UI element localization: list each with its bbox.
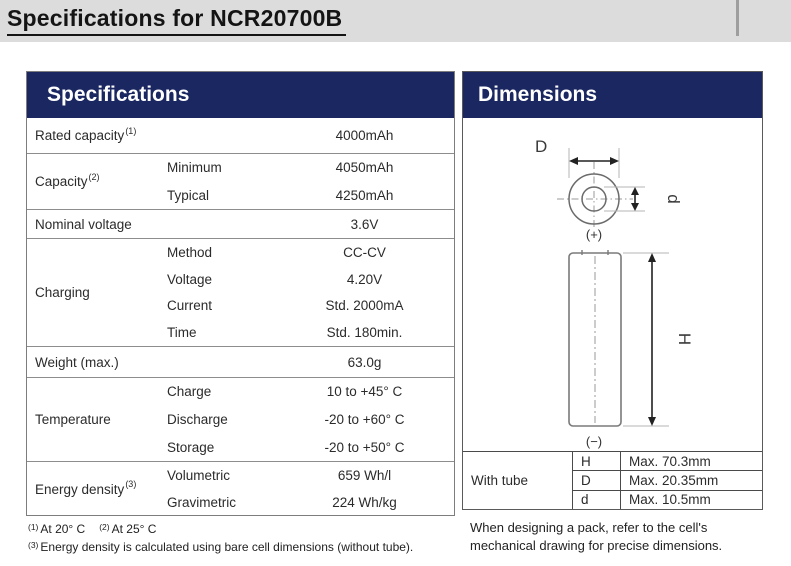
sub-label: Typical [167, 187, 210, 203]
with-tube-table: With tube H Max. 70.3mm D Max. 20.35mm d… [463, 451, 762, 509]
dim-symbol: D [573, 471, 621, 490]
positive-terminal-label: (+) [586, 227, 602, 242]
dim-label-H: H [675, 333, 694, 345]
footnote-line-2: (3) Energy density is calculated using ba… [28, 539, 413, 557]
row-label: Nominal voltage [27, 210, 167, 238]
dim-label-d: d [664, 194, 683, 203]
row-label-text: Weight (max.) [35, 354, 119, 370]
sub-label: Minimum [167, 160, 222, 176]
negative-terminal-label: (−) [586, 434, 602, 449]
dim-symbol: d [573, 490, 621, 509]
sub-label: Voltage [167, 271, 213, 287]
row-label: Energy density (3) [27, 462, 167, 516]
dim-value: Max. 20.35mm [629, 472, 719, 488]
footnote-ref: (3) [125, 479, 137, 489]
dim-symbol: H [573, 452, 621, 471]
note-line-1: When designing a pack, refer to the cell… [470, 520, 708, 535]
cell-value: 10 to +45° C [326, 384, 403, 400]
footnote-text: At 20° C [40, 522, 86, 536]
table-row: Charging Method CC-CV Voltage 4.20V Curren… [27, 238, 454, 346]
dim-value: Max. 70.3mm [629, 453, 711, 469]
footnote-ref: (2) [88, 171, 100, 182]
footnotes: (1) At 20° C (2) At 25° C (3) Energy density… [28, 521, 413, 557]
pack-design-note: When designing a pack, refer to the cell… [470, 519, 760, 555]
footnote-marker: (3) [28, 540, 39, 550]
cell-value: 3.6V [350, 216, 379, 232]
table-row: Capacity (2) Minimum 4050mAh Typical 4250mA… [27, 153, 454, 209]
scrollbar-thumb[interactable] [736, 0, 739, 36]
battery-dimension-diagram: D d (+) H (−) [535, 137, 694, 449]
cell-value: 4000mAh [335, 128, 394, 143]
dim-label-D: D [535, 137, 547, 156]
row-label-text: Capacity [35, 174, 88, 189]
table-row: Rated capacity (1) 4000mAh [27, 118, 454, 153]
cell-value: Std. 2000mA [325, 298, 404, 314]
table-row: D Max. 20.35mm [573, 470, 762, 490]
cell-value: 4.20V [346, 271, 383, 287]
cell-value: -20 to +60° C [324, 412, 405, 427]
sub-label: Time [167, 325, 197, 341]
row-label-text: Temperature [35, 412, 111, 427]
sub-label: Storage [167, 439, 215, 455]
table-row: Energy density (3) Volumetric 659 Wh/l Gra… [27, 461, 454, 516]
sub-label: Method [167, 244, 213, 260]
row-label: Rated capacity (1) [27, 118, 167, 153]
cell-value: 224 Wh/kg [332, 495, 397, 510]
note-line-2: mechanical drawing for precise dimension… [470, 538, 723, 553]
with-tube-label: With tube [463, 452, 573, 509]
cell-value: 4250mAh [335, 187, 394, 203]
footnote-text: At 25° C [111, 522, 157, 536]
table-row: Nominal voltage 3.6V [27, 209, 454, 238]
cell-value: Std. 180min. [326, 325, 403, 341]
specifications-table: Rated capacity (1) 4000mAh Capacity (2) Mi… [27, 118, 454, 516]
sub-label: Volumetric [167, 468, 231, 483]
footnote-ref: (1) [125, 125, 137, 136]
footnote-line-1: (1) At 20° C (2) At 25° C [28, 521, 413, 539]
footnote-marker: (1) [28, 522, 39, 532]
row-label-text: Rated capacity [35, 128, 125, 143]
row-label: Charging [27, 239, 167, 346]
row-label: Weight (max.) [27, 347, 167, 377]
sub-label: Gravimetric [167, 495, 237, 510]
sub-label: Charge [167, 384, 212, 400]
dimensions-header: Dimensions [463, 72, 762, 118]
dimensions-panel: Dimensions D d (+) [462, 71, 763, 510]
cell-value: 4050mAh [335, 160, 394, 176]
cell-value: 659 Wh/l [337, 468, 392, 483]
cell-value: CC-CV [343, 244, 386, 260]
specifications-panel: Specifications Rated capacity (1) 4000mAh… [26, 71, 455, 516]
row-label-text: Charging [35, 285, 90, 300]
table-row: Temperature Charge 10 to +45° C Discharge… [27, 377, 454, 461]
page-title: Specifications for NCR20700B [7, 5, 347, 36]
footnote-marker: (2) [99, 522, 110, 532]
table-row: Weight (max.) 63.0g [27, 346, 454, 377]
footnote-text: Energy density is calculated using bare … [40, 540, 414, 554]
dim-value: Max. 10.5mm [629, 492, 711, 508]
table-row: d Max. 10.5mm [573, 489, 762, 509]
sub-label: Discharge [167, 412, 228, 427]
row-label: Capacity (2) [27, 154, 167, 209]
cell-value: 63.0g [347, 354, 382, 370]
table-row: H Max. 70.3mm [573, 452, 762, 471]
specifications-header: Specifications [27, 72, 454, 118]
cell-value: -20 to +50° C [324, 439, 405, 455]
row-label: Temperature [27, 378, 167, 461]
row-label-text: Nominal voltage [35, 216, 132, 232]
sub-label: Current [167, 298, 213, 314]
row-label-text: Energy density [35, 481, 125, 497]
